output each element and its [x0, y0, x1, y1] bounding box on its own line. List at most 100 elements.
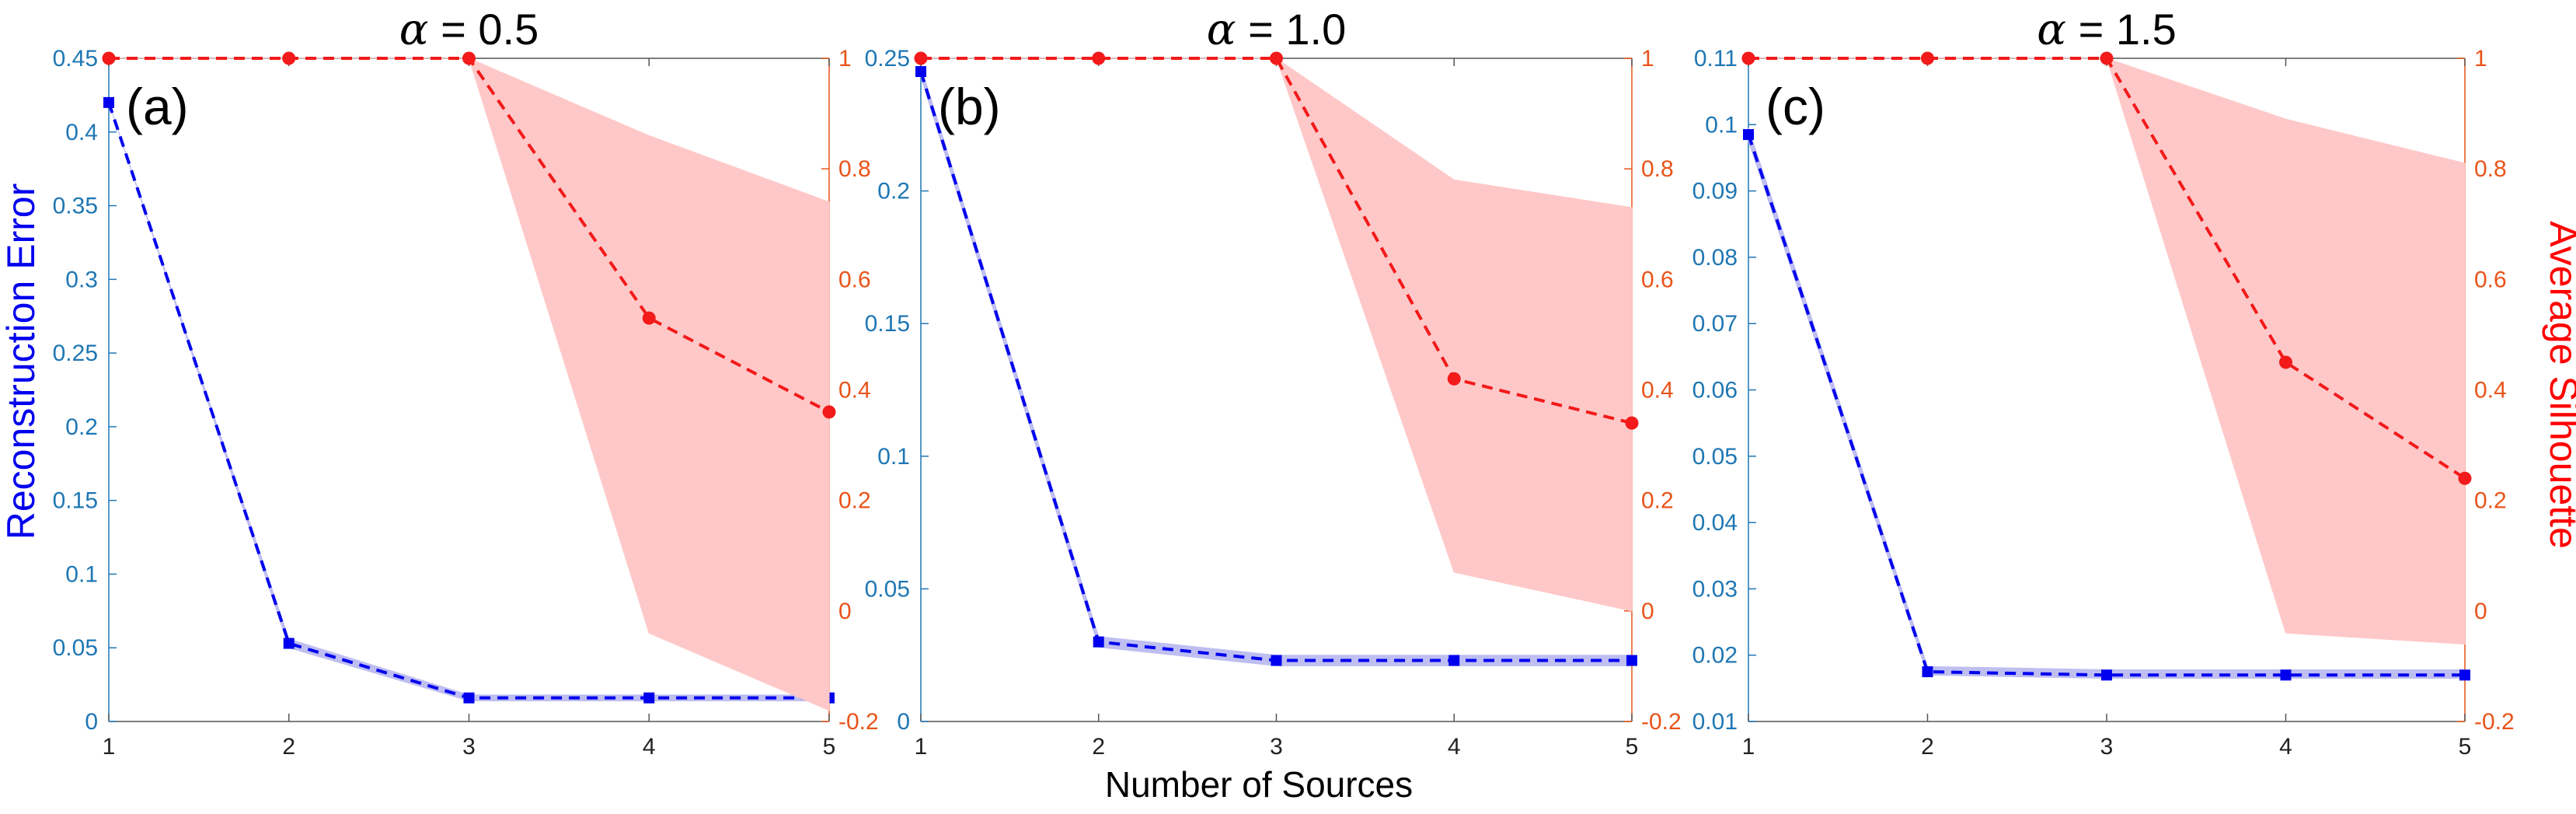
silhouette-band: [921, 58, 1633, 612]
left-y-tick-label: 0: [897, 709, 910, 735]
title-value: = 1.0: [1236, 5, 1347, 54]
left-y-tick-label: 0.07: [1692, 311, 1738, 337]
title-alpha-symbol: α: [1207, 5, 1236, 55]
chart-panel-3: 1 2 3 4 5 0.01 0.02 0.03 0.04 0.05 0.06 0.07 0.08 0.0…: [1692, 5, 2515, 760]
right-y-tick-label: 0.8: [2474, 156, 2507, 182]
left-y-tick-label: 0.01: [1692, 709, 1738, 735]
left-y-tick-label: 0.06: [1692, 378, 1738, 404]
error-point: [643, 692, 655, 704]
silhouette-point: [822, 405, 836, 419]
x-tick-label: 4: [1448, 734, 1461, 760]
right-y-tick-label: 0.8: [1641, 156, 1674, 182]
right-y-tick-label: 0.4: [838, 378, 871, 404]
silhouette-point: [1921, 51, 1934, 65]
left-y-tick-label: 0.35: [53, 194, 98, 219]
right-y-tick-label: 0.6: [2474, 267, 2507, 292]
left-y-tick-label: 0.4: [65, 120, 98, 145]
silhouette-point: [1092, 51, 1106, 65]
error-point: [1743, 129, 1754, 141]
chart-panel-2: 1 2 3 4 5 0 0.05 0.1 0.15 0.2 0.25 -0.2 0 0.2 0.4 0.6 0.…: [865, 5, 1682, 760]
silhouette-point: [102, 51, 116, 65]
left-y-tick-label: 0.15: [53, 488, 98, 514]
silhouette-point: [1741, 51, 1755, 65]
right-y-tick-label: -0.2: [2474, 709, 2515, 735]
right-y-tick-label: 0.2: [2474, 488, 2507, 514]
silhouette-band: [1748, 58, 2466, 645]
right-y-tick-label: 0: [1641, 599, 1654, 624]
left-y-tick-label: 0.1: [877, 444, 910, 470]
right-y-tick-label: 1: [838, 46, 852, 72]
x-tick-label: 3: [1270, 734, 1283, 760]
right-y-tick-label: 0.6: [838, 267, 871, 292]
right-y-tick-label: 0.2: [1641, 488, 1674, 514]
silhouette-point: [642, 311, 656, 325]
error-point: [2280, 669, 2292, 681]
right-y-tick-label: -0.2: [838, 709, 879, 735]
x-tick-label: 5: [2459, 734, 2472, 760]
left-y-tick-label: 0.03: [1692, 576, 1738, 602]
left-y-axis-label: Reconstruction Error: [0, 183, 43, 540]
right-y-axis-label: Average Silhouette: [2542, 221, 2576, 549]
right-y-tick-label: 0.4: [1641, 378, 1674, 404]
left-y-tick-label: 0.2: [877, 179, 910, 204]
left-y-tick-label: 0.05: [1692, 444, 1738, 470]
panel-title: α = 1.5: [2037, 5, 2177, 55]
x-tick-label: 2: [1092, 734, 1105, 760]
error-point: [1922, 666, 1933, 678]
error-point: [1093, 636, 1104, 648]
panel-title: α = 0.5: [399, 5, 539, 55]
left-y-tick-label: 0.25: [865, 46, 910, 72]
x-tick-label: 3: [2100, 734, 2114, 760]
left-y-tick-label: 0.45: [53, 46, 98, 72]
silhouette-point: [1625, 416, 1639, 430]
x-tick-label: 4: [643, 734, 656, 760]
left-y-tick-label: 0.05: [53, 635, 98, 661]
chart-panels: 1 2 3 4 500.050.10.150.20.250.30.350.40.45-0…: [53, 5, 2515, 760]
error-point: [915, 66, 926, 78]
x-tick-label: 1: [1742, 734, 1755, 760]
error-point: [103, 96, 114, 108]
title-value: = 0.5: [429, 5, 539, 54]
error-line: [1747, 134, 2465, 677]
error-point: [1271, 655, 1282, 666]
title-alpha-symbol: α: [399, 5, 429, 55]
left-y-tick-label: 0.1: [1705, 112, 1738, 138]
left-y-tick-label: 0.02: [1692, 643, 1738, 669]
error-point: [2459, 669, 2470, 681]
x-tick-label: 4: [2279, 734, 2292, 760]
shared-x-axis-label: Number of Sources: [1105, 764, 1413, 805]
right-y-tick-label: -0.2: [1641, 709, 1682, 735]
right-y-tick-label: 0.4: [2474, 378, 2507, 404]
error-point: [283, 638, 295, 649]
silhouette-point: [2279, 355, 2292, 369]
panel-title: α = 1.0: [1207, 5, 1347, 55]
left-y-tick-label: 0.09: [1692, 179, 1738, 204]
right-y-tick-label: 0.2: [838, 488, 871, 514]
silhouette-point: [914, 51, 928, 65]
silhouette-point: [2458, 471, 2472, 485]
error-point: [1626, 655, 1637, 666]
title-alpha-symbol: α: [2037, 5, 2066, 55]
x-tick-label: 1: [103, 734, 116, 760]
silhouette-point: [282, 51, 296, 65]
left-y-tick-label: 0.1: [65, 561, 98, 587]
panel-label: (b): [938, 78, 1001, 135]
error-point: [1448, 655, 1460, 666]
left-y-tick-label: 0.2: [65, 414, 98, 440]
silhouette-point: [1270, 51, 1283, 65]
title-value: = 1.5: [2066, 5, 2177, 54]
silhouette-point: [2100, 51, 2114, 65]
right-y-tick-label: 0.8: [838, 156, 871, 182]
right-y-tick-label: 0: [2474, 599, 2487, 624]
x-tick-label: 5: [823, 734, 836, 760]
panel-label: (a): [126, 78, 189, 135]
chart-panel-1: 1 2 3 4 5 0 0.05 0.1 0.15 0.2 0.25 0.3 0.35 0.4 0.45 -0…: [53, 5, 879, 760]
x-tick-label: 2: [282, 734, 295, 760]
left-y-tick-label: 0.3: [65, 267, 98, 292]
right-y-tick-label: 1: [1641, 46, 1654, 72]
panel-label: (c): [1766, 78, 1825, 135]
silhouette-band: [109, 58, 830, 711]
error-point: [2101, 669, 2112, 681]
x-tick-label: 1: [915, 734, 928, 760]
